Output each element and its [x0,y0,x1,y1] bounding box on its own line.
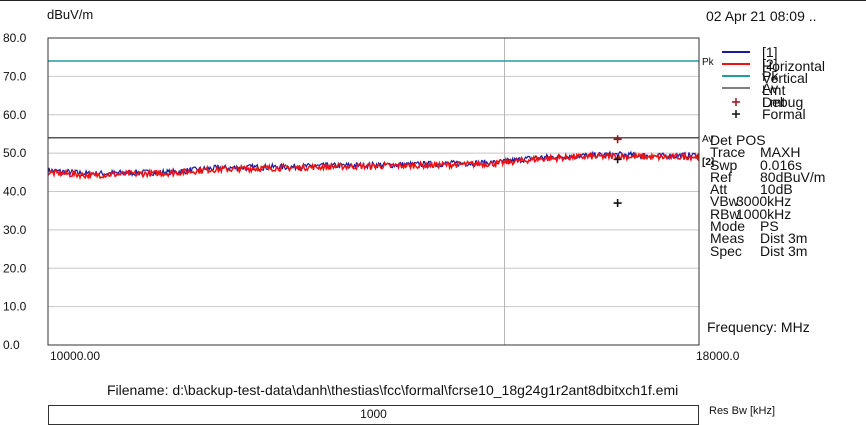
legend-swatch-vertical [722,63,750,65]
limit-label-0: Pk [702,57,715,68]
param-ref: Ref 80dBuV/m [710,168,826,185]
param-meas: Meas Dist 3m [710,230,808,247]
y-tick-label: 20.0 [3,261,27,275]
marker-formal [613,199,622,208]
y-tick-label: 80.0 [3,31,27,45]
filename-text: Filename: d:\backup-test-data\danh\thest… [107,382,679,398]
trace-1 [47,151,700,181]
y-tick-label: 60.0 [3,108,27,122]
plot-frame [47,37,700,346]
y-tick-label: 30.0 [3,223,27,237]
limit-lines: Pk Av [2] [48,57,715,168]
trace-lines [47,150,700,181]
legend-swatch-debug [732,98,740,106]
param-trace: Trace MAXH [710,144,801,161]
top-border [0,0,866,1]
x-tick-label-min: 10000.00 [50,349,101,363]
legend-label-formal: Formal [762,106,806,122]
peak-markers [613,135,622,208]
y-tick-label: 0.0 [3,338,20,352]
legend-label-vertical: [2] Vertical [762,56,808,86]
param-swp: Swp 0.016s [710,156,803,173]
trace-tag: [2] [702,157,714,168]
y-tick-label: 50.0 [3,146,27,160]
x-tick-label-max: 18000.0 [696,349,740,363]
measurement-parameters: Det POS Trace MAXH Swp 0.016s Ref 80dBuV/m A… [710,132,826,259]
legend-swatch-av-limit [722,87,750,89]
y-axis-unit-label: dBuV/m [47,7,94,22]
measurement-datetime: 02 Apr 21 08:09 .. [706,8,817,24]
y-tick-label: 10.0 [3,300,27,314]
res-bw-value: 1000 [360,407,387,421]
param-det: Det POS [710,132,766,148]
y-tick-label: 70.0 [3,69,27,83]
legend-label-av-limit: Av Lmt [762,80,786,110]
param-vbw: VBw3000kHz [710,193,792,210]
marker-debug [613,135,622,144]
res-bw-bar: 1000 [48,405,699,425]
y-tick-labels: 0.0 10.0 20.0 30.0 40.0 50.0 60.0 70.0 80.0 [3,31,27,352]
legend-swatch-horizontal [722,51,750,53]
legend-label-pk-limit: Pk Lmt [762,68,786,98]
legend-label-debug: Debug [762,94,804,110]
x-axis-label: Frequency: MHz [707,319,810,335]
legend-swatch-pk-limit [722,75,750,77]
grid-lines [48,38,699,345]
legend-label-horizontal: [1] Horizontal [762,44,826,74]
limit-label-1: Av [702,134,714,145]
param-rbw: RBw1000kHz [710,205,792,222]
res-bw-label: Res Bw [kHz] [709,405,776,417]
legend-swatch-formal [732,110,740,118]
y-tick-label: 40.0 [3,185,27,199]
marker-formal [613,155,622,164]
param-mode: Mode PS [710,218,779,235]
param-spec: Spec Dist 3m [710,242,808,259]
param-att: Att 10dB [710,181,793,198]
